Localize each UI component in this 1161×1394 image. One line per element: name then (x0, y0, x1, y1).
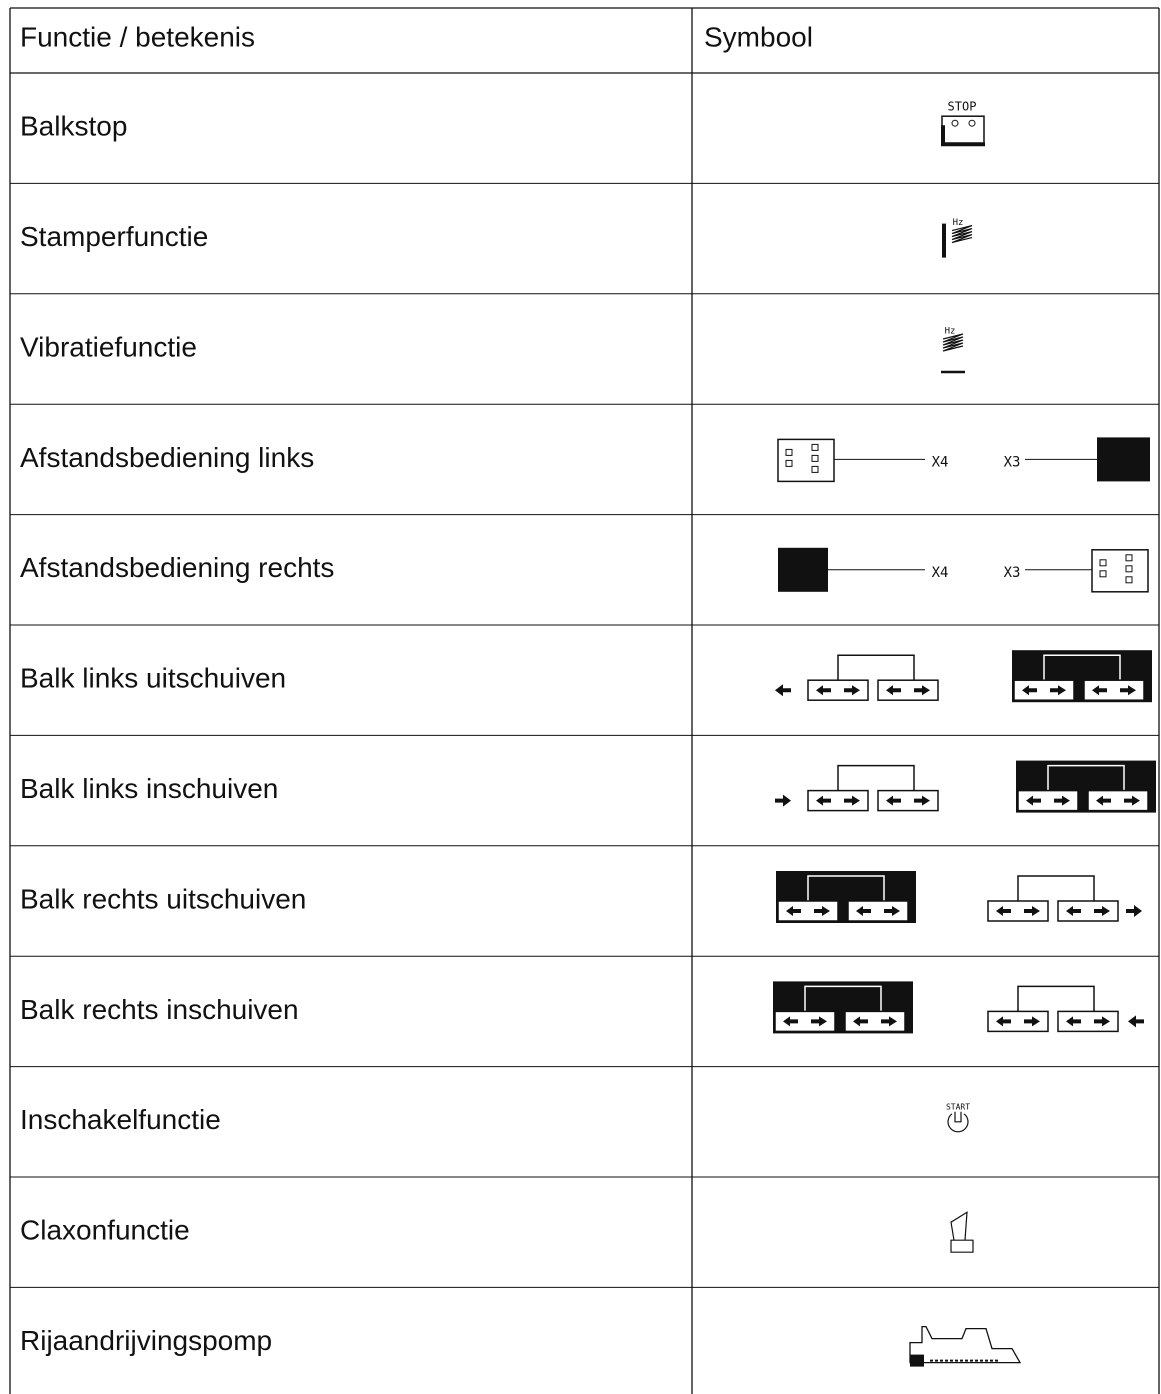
arrows (786, 906, 830, 916)
beam-top (1043, 654, 1121, 681)
symbol-label: X4 (932, 454, 949, 470)
arrows (1066, 1016, 1110, 1027)
symbol-label: X4 (932, 565, 949, 581)
function-cell: Afstandsbediening links (20, 442, 314, 473)
dot (785, 448, 793, 456)
paver-part (910, 1354, 924, 1367)
header-function: Functie / betekenis (20, 21, 255, 52)
beam-part (807, 789, 869, 812)
beam (773, 981, 913, 1034)
function-cell: Balk rechts inschuiven (20, 994, 299, 1025)
symbol-label: Hz (945, 327, 956, 337)
symbol-label: STOP (948, 100, 977, 114)
arrows (1022, 685, 1066, 696)
remote-box (1091, 549, 1149, 593)
dot (1125, 554, 1133, 562)
beam-part (807, 679, 869, 701)
tamper-bar (942, 223, 946, 258)
symbol-label: Hz (953, 218, 964, 228)
beam-part (1057, 900, 1119, 922)
stop-box (941, 115, 985, 145)
beam-top (837, 654, 915, 681)
function-cell: Stamperfunctie (20, 221, 208, 252)
function-cell: Claxonfunctie (20, 1215, 190, 1246)
beam-part (877, 789, 939, 812)
function-cell: Balkstop (20, 111, 127, 142)
arrows (886, 795, 930, 806)
beam (1012, 650, 1152, 703)
symbol-label: X3 (1004, 565, 1021, 581)
beam-part (987, 900, 1049, 922)
arrows (856, 906, 900, 916)
symbol-label: START (946, 1102, 970, 1111)
shift-arrow (1126, 905, 1142, 917)
beam (807, 654, 939, 701)
horn (950, 1211, 974, 1253)
dot (968, 119, 976, 127)
beam (987, 875, 1119, 922)
dot (1099, 570, 1107, 578)
beam-top (1017, 985, 1095, 1012)
shift-arrow (775, 794, 791, 807)
arrows (1066, 906, 1110, 916)
dot (1099, 559, 1107, 567)
beam-part (987, 1010, 1049, 1033)
black-box (778, 547, 828, 592)
function-cell: Balk links inschuiven (20, 773, 278, 804)
function-cell: Balk links uitschuiven (20, 663, 286, 694)
black-box (1097, 437, 1150, 482)
dot (1125, 565, 1133, 573)
paver (909, 1325, 1022, 1364)
start-knob (947, 1111, 969, 1133)
function-cell: Vibratiefunctie (20, 331, 197, 362)
arrows (886, 685, 930, 696)
beam-part (1057, 1010, 1119, 1033)
arrows (853, 1016, 897, 1027)
function-cell: Balk rechts uitschuiven (20, 883, 306, 914)
arrows (996, 1016, 1040, 1027)
dot (811, 454, 819, 462)
beam (1016, 760, 1156, 813)
arrows (996, 906, 1040, 916)
arrows (816, 795, 860, 806)
arrows (1096, 795, 1140, 806)
header-symbol: Symbool (704, 21, 813, 52)
beam-top (804, 985, 882, 1012)
beam-top (807, 875, 885, 901)
remote-box (777, 438, 835, 483)
shift-arrow (775, 684, 791, 697)
arrows (816, 685, 860, 696)
stop-bar (941, 125, 985, 147)
function-cell: Afstandsbediening rechts (20, 552, 334, 583)
function-cell: Rijaandrijvingspomp (20, 1325, 272, 1356)
dot (811, 443, 819, 451)
function-cell: Inschakelfunctie (20, 1104, 221, 1135)
beam-top (1047, 764, 1125, 791)
spring (951, 225, 973, 244)
arrows (1026, 795, 1070, 806)
dot (785, 459, 793, 467)
arrows (783, 1016, 827, 1027)
symbol-label: X3 (1004, 454, 1021, 470)
arrows (1092, 685, 1136, 696)
beam-part (877, 679, 939, 701)
shift-arrow (1128, 1015, 1144, 1028)
beam (987, 985, 1119, 1033)
beam (776, 871, 916, 923)
dot (1125, 576, 1133, 584)
dot (811, 465, 819, 473)
beam-top (1017, 875, 1095, 901)
beam (807, 764, 939, 812)
spring (942, 333, 964, 352)
dot (951, 119, 959, 127)
beam-top (837, 764, 915, 791)
